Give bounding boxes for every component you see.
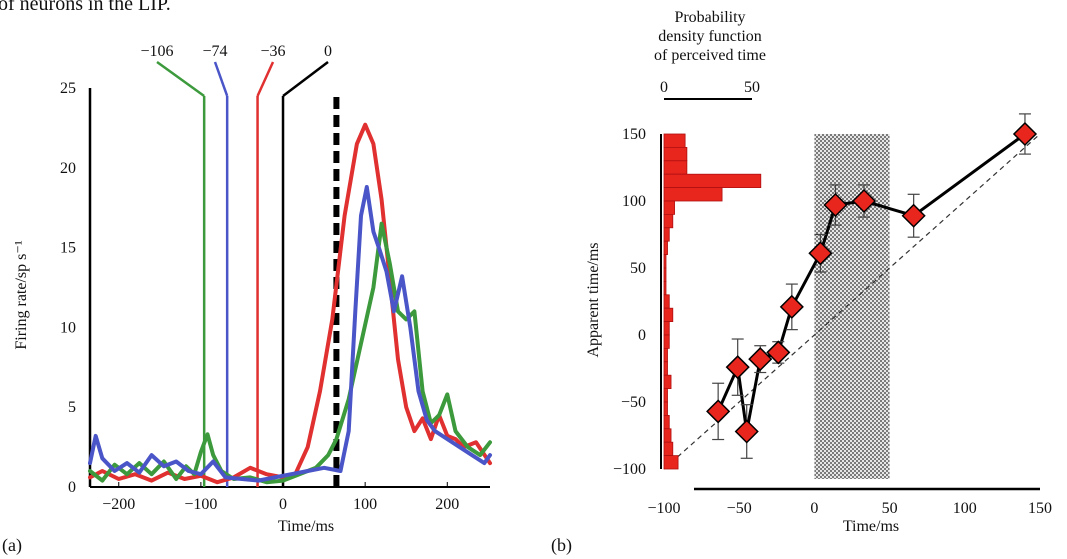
data-point-diamond <box>808 241 833 266</box>
histogram-bar <box>663 321 670 336</box>
histogram-title-line-1: Probability <box>674 9 745 26</box>
panel-a-label: (a) <box>2 535 22 556</box>
histogram-bar <box>663 414 670 430</box>
stimulus-marker-leader <box>256 61 275 97</box>
data-point-diamond <box>766 340 791 365</box>
panel-b-y-tick-label: 0 <box>638 327 646 344</box>
stimulus-marker-label: 0 <box>324 43 332 60</box>
firing-rate-series-line <box>88 122 492 485</box>
firing-rate-series-line <box>88 185 492 483</box>
histogram-bar <box>663 146 688 162</box>
data-point-diamond <box>779 294 804 319</box>
histogram-bar <box>663 267 667 282</box>
stimulus-marker-leader <box>213 61 229 97</box>
histogram-bar <box>663 133 686 148</box>
panel-b-y-tick-label: 100 <box>622 193 646 210</box>
histogram-bar <box>663 347 668 363</box>
panel-b-y-tick-label: 150 <box>622 126 646 143</box>
histogram-bar <box>663 374 672 390</box>
data-point-diamond <box>706 399 731 424</box>
histogram-bar <box>663 227 670 242</box>
panel-b-x-tick-label: 100 <box>953 500 977 517</box>
panel-b-x-tick-label: 50 <box>882 500 898 517</box>
panel-b-x-tick-label: 150 <box>1028 500 1052 517</box>
histogram-bar <box>663 455 679 470</box>
header-text: of neurons in the LIP. <box>0 0 171 15</box>
panel-a-plot-area: 0 5 10 15 20 25 −200 −100 0 100 200 −106 −74 −36 0 <box>60 43 492 513</box>
histogram-bar <box>663 388 668 403</box>
panel-a-ylabel: Firing rate/sp s⁻¹ <box>13 240 30 349</box>
histogram-bar <box>663 200 675 215</box>
histogram-bar <box>663 441 674 457</box>
histogram-title-line-2: density function <box>658 28 762 45</box>
histogram-bar <box>663 428 672 443</box>
histogram-scale-label: 50 <box>744 79 760 96</box>
histogram-bar <box>663 254 667 269</box>
panel-a-xlabel: Time/ms <box>278 518 334 535</box>
stimulus-marker-label: −74 <box>202 43 227 60</box>
histogram-bar <box>663 361 668 376</box>
panel-a-y-tick-label: 0 <box>68 479 76 496</box>
panel-b-x-tick-label: 0 <box>810 500 818 517</box>
panel-b-xlabel: Time/ms <box>843 518 899 535</box>
histogram-bar <box>663 187 723 202</box>
panel-a-y-tick-label: 5 <box>68 399 76 416</box>
histogram-bar <box>663 280 667 296</box>
shaded-region <box>814 134 890 479</box>
panel-a-y-tick-label: 10 <box>60 319 76 336</box>
data-point-diamond <box>823 192 848 218</box>
data-point-diamond <box>725 355 750 380</box>
panel-a-x-tick-label: 0 <box>279 496 287 513</box>
histogram-bar <box>663 160 688 175</box>
panel-b-y-tick-label: 50 <box>630 260 646 277</box>
panel-b-x-tick-label: −50 <box>727 500 752 517</box>
panel-a-x-tick-label: −200 <box>102 496 135 513</box>
panel-b-y-tick-label: −100 <box>613 461 646 478</box>
histogram-bar <box>663 307 674 323</box>
stimulus-marker-label: −36 <box>260 43 285 60</box>
histogram-bar <box>663 294 670 309</box>
panel-a-y-tick-label: 20 <box>60 160 76 177</box>
data-point-diamond <box>1012 121 1038 147</box>
histogram-title-line-3: of perceived time <box>654 47 766 64</box>
histogram-bar <box>663 401 668 416</box>
data-point-diamond <box>748 347 773 372</box>
panel-a-x-tick-label: 200 <box>435 496 459 513</box>
panel-a-y-tick-label: 25 <box>60 80 76 97</box>
stimulus-marker-leader <box>282 61 329 97</box>
histogram-bar <box>663 173 762 188</box>
histogram-scale-label: 0 <box>660 79 668 96</box>
data-point-diamond <box>901 203 926 228</box>
histogram-bar <box>663 240 668 255</box>
panel-a-x-tick-label: 100 <box>353 496 377 513</box>
histogram-bar <box>663 213 674 229</box>
panel-b-label: (b) <box>551 535 572 556</box>
panel-b-x-tick-label: −100 <box>647 500 680 517</box>
panel-b-plot-area: −100 −50 0 50 100 150 −100 −50 0 50 100 150 0 50 <box>613 79 1052 517</box>
data-point-diamond <box>851 188 877 214</box>
panel-a-x-tick-label: −100 <box>184 496 217 513</box>
stimulus-marker-leader <box>156 60 205 97</box>
panel-b-ylabel: Apparent time/ms <box>585 242 602 357</box>
histogram-bar <box>663 334 670 349</box>
firing-rate-series-line <box>88 221 492 485</box>
stimulus-marker-label: −106 <box>140 43 173 60</box>
panel-a-y-tick-label: 15 <box>60 240 76 257</box>
panel-b-y-tick-label: −50 <box>621 394 646 411</box>
data-point-diamond <box>734 419 759 444</box>
panel-a: 0 5 10 15 20 25 −200 −100 0 100 200 −106 −74 −36 0 (a)… <box>2 43 492 556</box>
